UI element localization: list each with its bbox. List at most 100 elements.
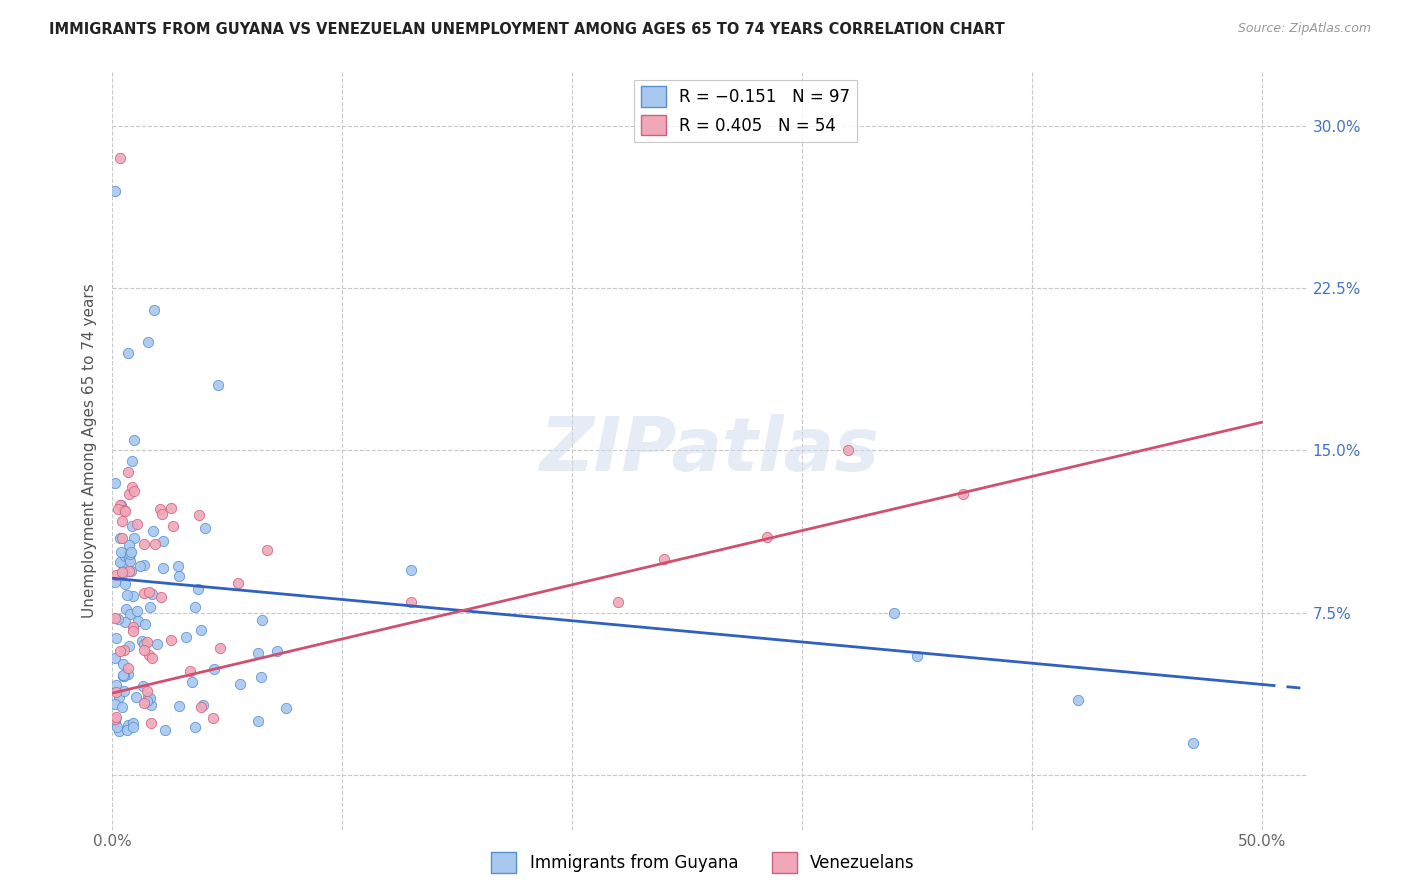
Point <box>117 660 139 674</box>
Point <box>122 483 145 498</box>
Point <box>104 475 127 490</box>
Point <box>202 662 225 676</box>
Point <box>114 684 136 698</box>
Point <box>107 690 129 705</box>
Point <box>139 691 162 706</box>
Point <box>134 617 156 632</box>
Point <box>108 643 131 657</box>
Point <box>110 544 132 558</box>
Point <box>139 599 162 614</box>
Point <box>149 590 172 604</box>
Point <box>883 606 905 620</box>
Point <box>120 545 142 559</box>
Legend: Immigrants from Guyana, Venezuelans: Immigrants from Guyana, Venezuelans <box>485 846 921 880</box>
Y-axis label: Unemployment Among Ages 65 to 74 years: Unemployment Among Ages 65 to 74 years <box>82 283 97 618</box>
Point <box>108 723 131 738</box>
Point <box>134 637 156 651</box>
Point <box>118 564 141 578</box>
Point <box>246 714 269 729</box>
Point <box>266 644 288 658</box>
Point <box>108 555 131 569</box>
Point <box>132 679 155 693</box>
Point <box>122 715 145 730</box>
Point <box>176 630 198 644</box>
Point <box>208 641 231 656</box>
Point <box>250 670 273 684</box>
Point <box>250 613 273 627</box>
Point <box>129 558 152 573</box>
Legend: R = −0.151   N = 97, R = 0.405   N = 54: R = −0.151 N = 97, R = 0.405 N = 54 <box>634 79 858 142</box>
Point <box>111 531 134 545</box>
Point <box>139 716 162 731</box>
Point <box>112 668 135 682</box>
Point <box>125 516 148 531</box>
Point <box>118 487 141 501</box>
Point <box>143 302 166 317</box>
Point <box>110 514 132 528</box>
Point <box>104 184 127 198</box>
Point <box>118 547 141 561</box>
Point <box>905 649 928 664</box>
Point <box>136 635 159 649</box>
Point <box>142 524 165 539</box>
Point <box>132 537 155 551</box>
Point <box>107 502 129 516</box>
Point <box>160 632 183 647</box>
Point <box>153 723 176 737</box>
Point <box>190 623 212 637</box>
Point <box>122 720 145 734</box>
Point <box>152 534 174 549</box>
Point <box>114 577 136 591</box>
Point <box>167 568 190 582</box>
Point <box>104 714 127 728</box>
Point <box>125 690 148 705</box>
Point <box>401 563 423 577</box>
Point <box>756 530 779 544</box>
Point <box>104 611 127 625</box>
Point <box>110 498 132 512</box>
Point <box>150 507 173 521</box>
Text: IMMIGRANTS FROM GUYANA VS VENEZUELAN UNEMPLOYMENT AMONG AGES 65 TO 74 YEARS CORR: IMMIGRANTS FROM GUYANA VS VENEZUELAN UNE… <box>49 22 1005 37</box>
Point <box>120 564 142 578</box>
Point <box>105 631 128 645</box>
Point <box>117 667 139 681</box>
Point <box>104 712 127 726</box>
Point <box>120 554 142 568</box>
Point <box>141 650 163 665</box>
Point <box>401 595 423 609</box>
Point <box>184 599 207 614</box>
Point <box>181 675 204 690</box>
Point <box>952 487 974 501</box>
Point <box>111 566 134 581</box>
Point <box>112 643 135 657</box>
Point <box>152 561 174 575</box>
Point <box>138 585 160 599</box>
Point <box>112 502 135 516</box>
Point <box>120 718 142 732</box>
Point <box>194 521 217 535</box>
Point <box>117 346 139 360</box>
Point <box>134 586 156 600</box>
Point <box>122 620 145 634</box>
Point <box>131 634 153 648</box>
Point <box>117 718 139 732</box>
Point <box>114 503 136 517</box>
Point <box>108 151 131 165</box>
Point <box>118 639 141 653</box>
Point <box>105 685 128 699</box>
Point <box>148 502 170 516</box>
Point <box>110 498 132 512</box>
Point <box>114 601 136 615</box>
Point <box>105 568 128 582</box>
Point <box>122 433 145 447</box>
Point <box>138 648 160 662</box>
Point <box>132 643 155 657</box>
Point <box>108 532 131 546</box>
Point <box>105 720 128 734</box>
Point <box>141 587 163 601</box>
Point <box>190 700 212 714</box>
Point <box>226 576 249 591</box>
Point <box>114 615 136 630</box>
Text: Source: ZipAtlas.com: Source: ZipAtlas.com <box>1237 22 1371 36</box>
Point <box>207 378 229 392</box>
